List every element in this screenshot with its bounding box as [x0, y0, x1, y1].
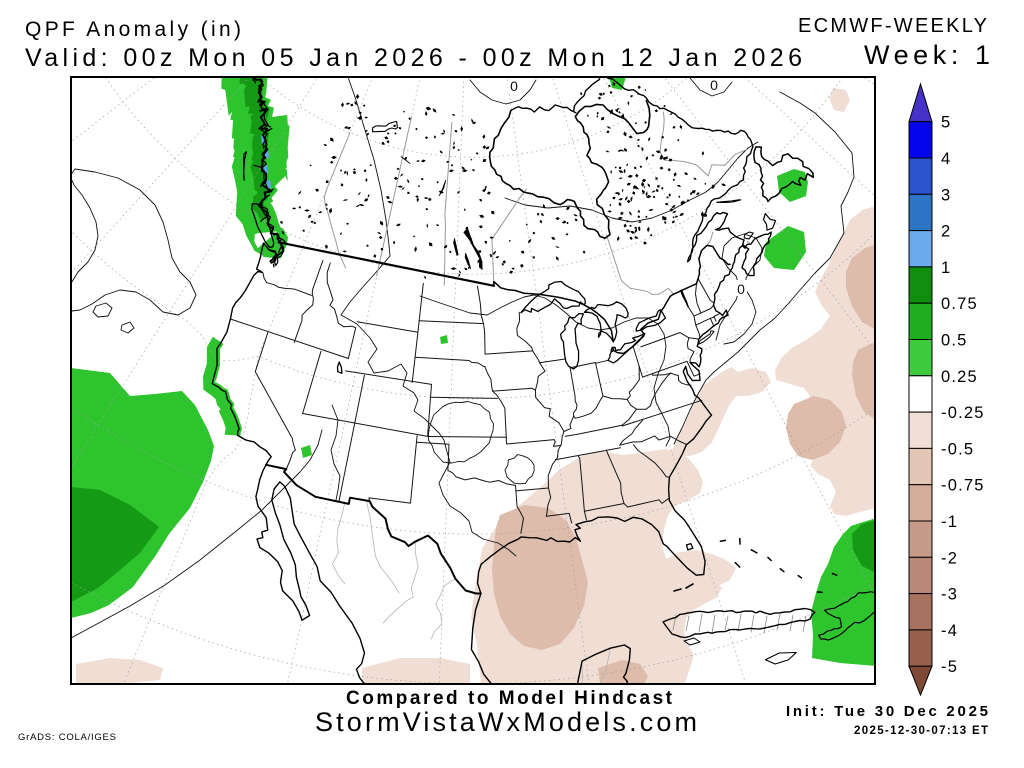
svg-text:-0.25: -0.25 [941, 404, 985, 422]
svg-text:0.75: 0.75 [941, 295, 978, 313]
svg-text:5: 5 [941, 114, 951, 132]
svg-text:0.25: 0.25 [941, 368, 978, 386]
svg-text:1: 1 [941, 259, 951, 277]
svg-text:-5: -5 [941, 658, 958, 676]
svg-text:Compared to Model Hindcast: Compared to Model Hindcast [346, 688, 673, 709]
svg-text:3: 3 [941, 186, 951, 204]
svg-text:Week: 1: Week: 1 [864, 40, 990, 70]
svg-text:StormVistaWxModels.com: StormVistaWxModels.com [315, 707, 697, 737]
svg-text:QPF Anomaly (in): QPF Anomaly (in) [25, 18, 241, 41]
svg-text:0: 0 [737, 281, 745, 297]
svg-text:0: 0 [710, 77, 718, 93]
svg-text:Init: Tue 30 Dec 2025: Init: Tue 30 Dec 2025 [786, 703, 988, 720]
svg-text:-1: -1 [941, 513, 958, 531]
svg-text:0: 0 [510, 78, 518, 94]
svg-text:0.5: 0.5 [941, 332, 968, 350]
svg-text:-0.75: -0.75 [941, 477, 985, 495]
svg-text:-4: -4 [941, 622, 958, 640]
svg-text:4: 4 [941, 150, 951, 168]
svg-text:2: 2 [941, 223, 951, 241]
svg-text:-3: -3 [941, 586, 958, 604]
svg-text:2025-12-30-07:13 ET: 2025-12-30-07:13 ET [854, 725, 988, 737]
svg-text:GrADS: COLA/IGES: GrADS: COLA/IGES [18, 732, 116, 743]
svg-text:Valid: 00z Mon 05 Jan 2026 - 0: Valid: 00z Mon 05 Jan 2026 - 00z Mon 12 … [25, 44, 802, 72]
svg-text:-2: -2 [941, 549, 958, 567]
svg-text:-0.5: -0.5 [941, 440, 974, 458]
